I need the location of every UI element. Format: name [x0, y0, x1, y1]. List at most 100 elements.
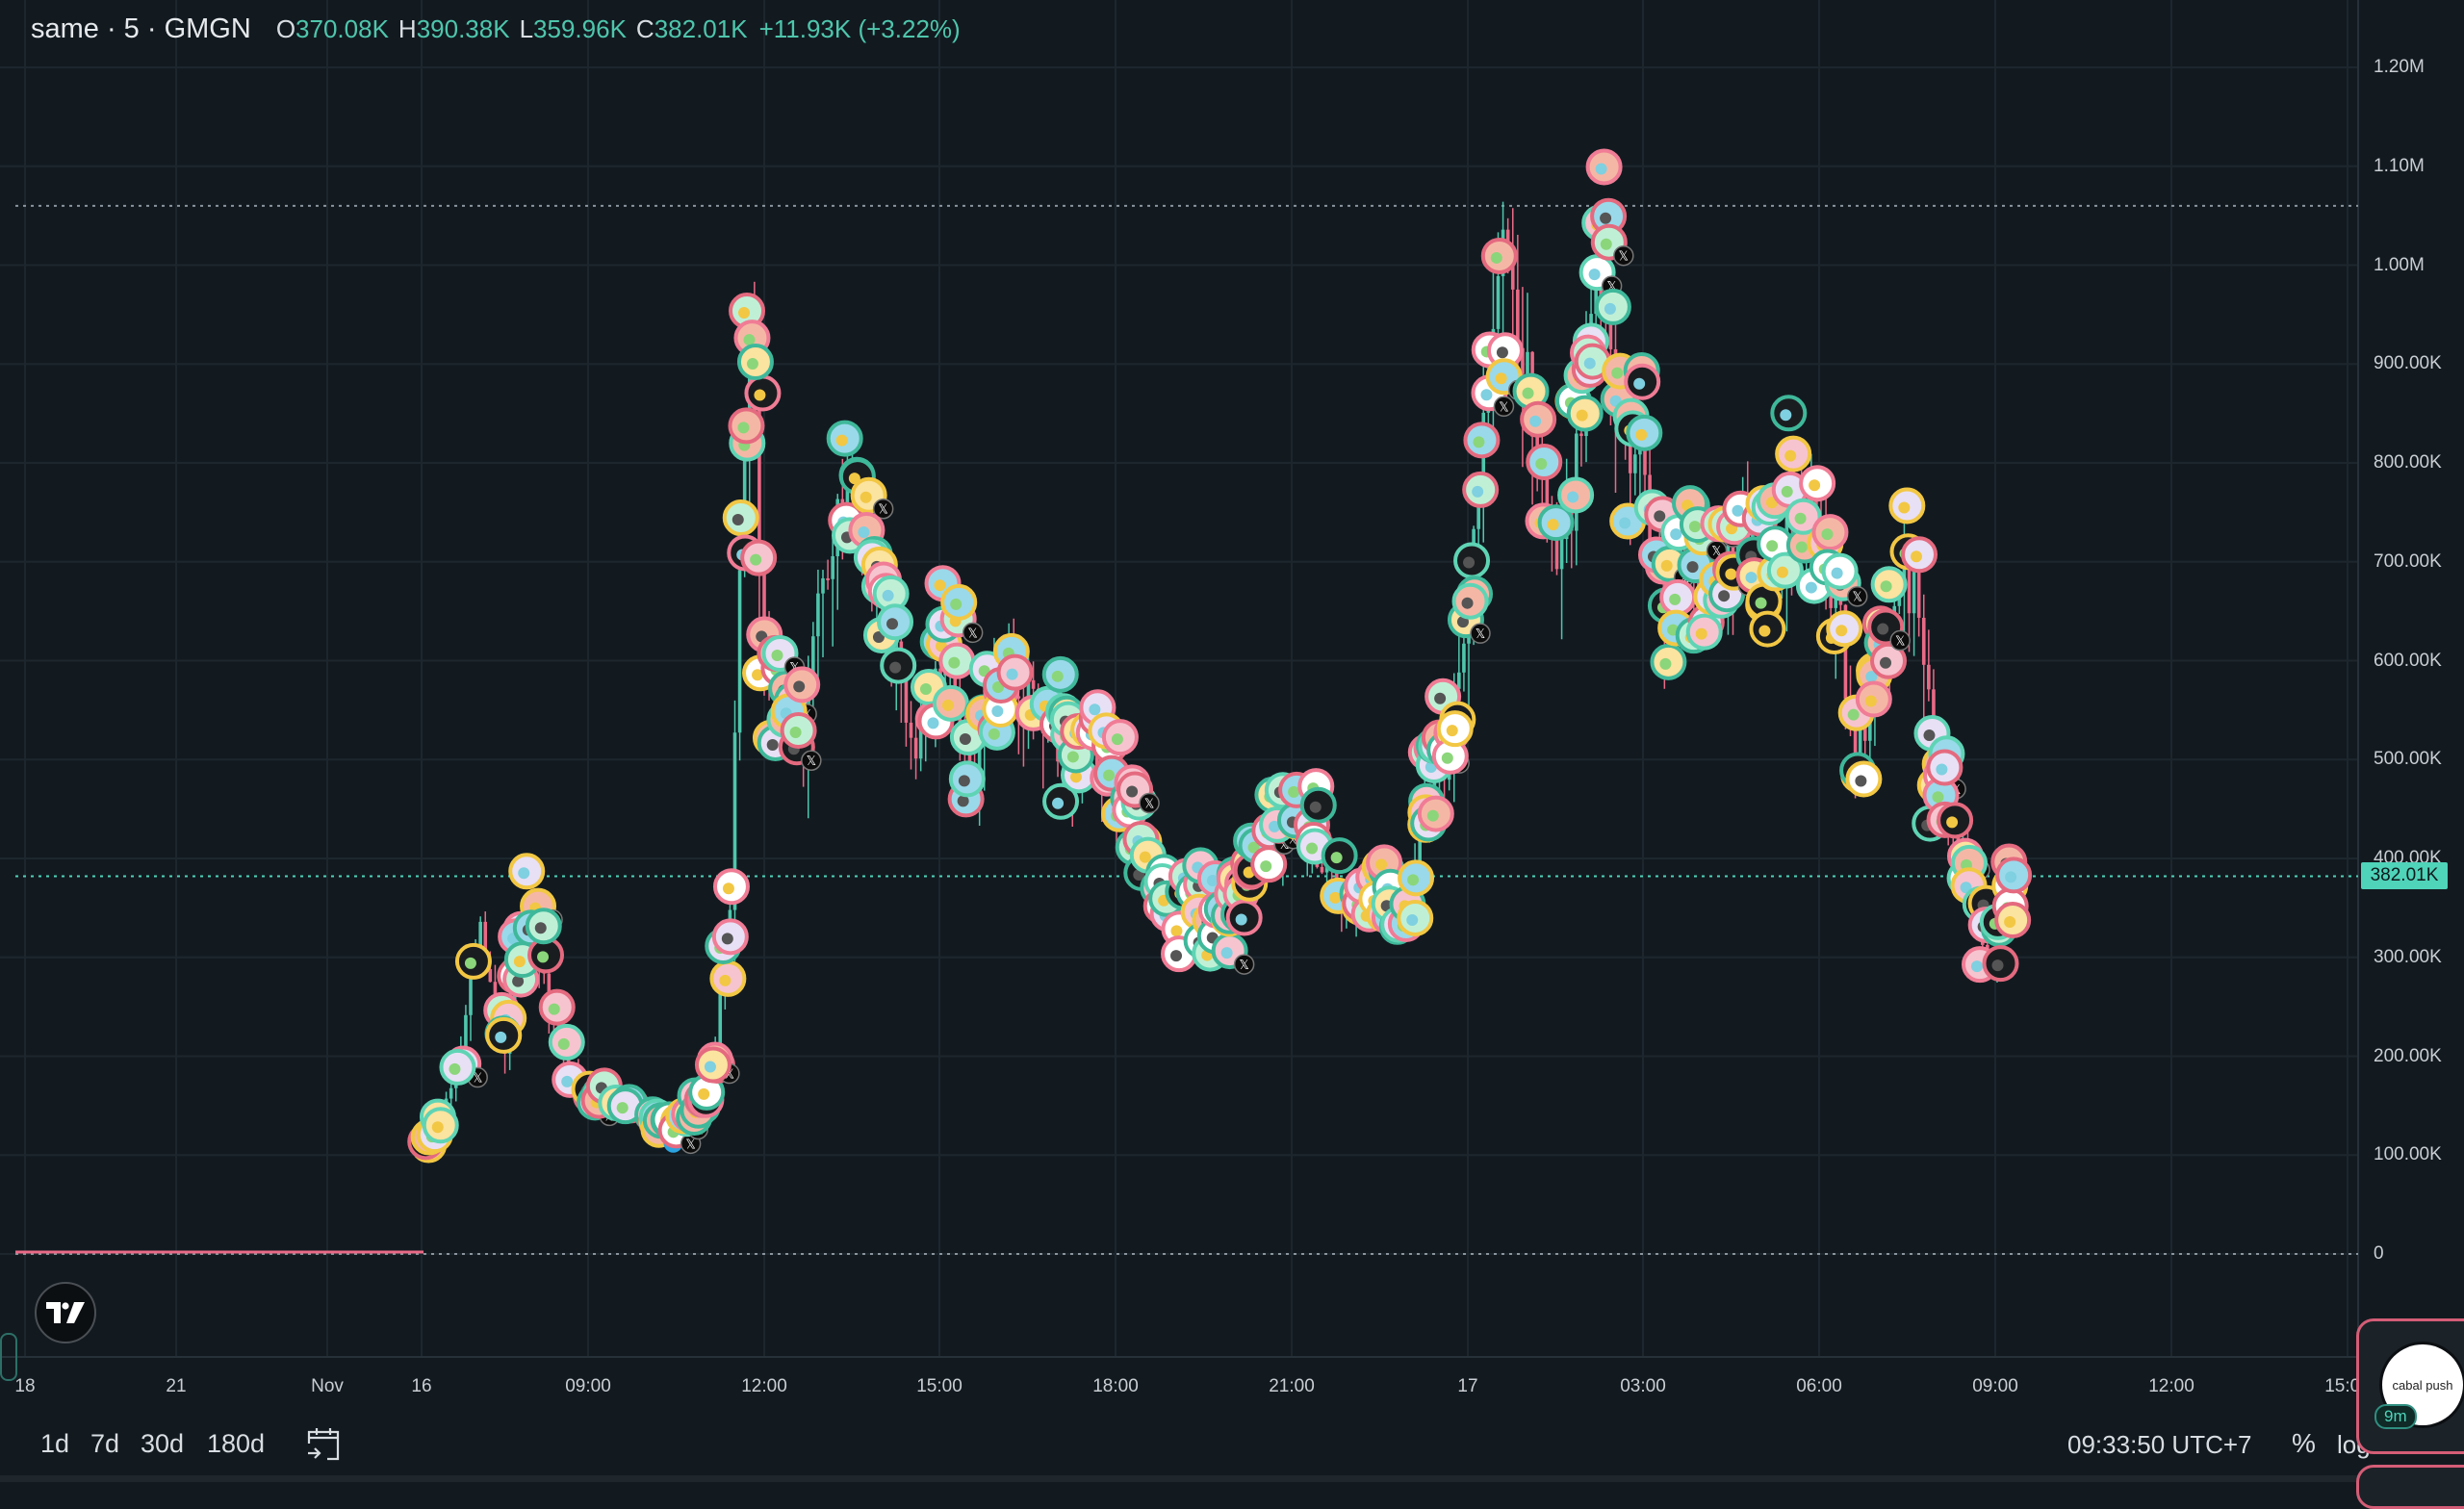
time-tick-label: 09:00 [1972, 1376, 2018, 1396]
avatar-glyph [1880, 656, 1892, 669]
range-30d-button[interactable]: 30d [141, 1429, 185, 1458]
candle-body [1628, 435, 1632, 473]
avatar-glyph [1695, 627, 1707, 640]
range-7d-button[interactable]: 7d [90, 1429, 120, 1458]
avatar-glyph [1864, 695, 1877, 707]
avatar-glyph [1496, 346, 1508, 359]
avatar-glyph [950, 598, 962, 610]
price-tick-label: 300.00K [2374, 946, 2442, 967]
avatar-glyph [1670, 528, 1682, 541]
avatar-glyph [1309, 801, 1322, 813]
trader-avatar-marker [740, 539, 778, 576]
candle-body [909, 722, 913, 738]
trader-avatar-marker: 𝕏 [1590, 223, 1634, 267]
candle-body [718, 991, 723, 1047]
trader-avatar-marker [694, 1046, 732, 1084]
avatar-glyph [464, 957, 476, 969]
avatar-glyph [1855, 775, 1867, 787]
trader-avatar-marker [1770, 395, 1808, 432]
avatar-glyph [754, 389, 766, 401]
candle-body [464, 1014, 468, 1047]
trade-markers: 𝕏𝕏𝕏𝕏𝕏𝕏𝕏𝕏𝕏𝕏𝕏𝕏𝕏𝕏𝕏𝕏𝕏𝕏𝕏𝕏𝕏𝕏𝕏𝕏𝕏𝕏𝕏𝕏𝕏𝕏𝕏𝕏𝕏𝕏𝕏𝕏𝕏𝕏 [407, 148, 2033, 1164]
avatar-glyph [789, 726, 802, 738]
avatar-glyph [1877, 623, 1889, 635]
avatar-glyph [1936, 763, 1948, 776]
time-tick-label: 18:00 [1092, 1376, 1139, 1396]
x-badge-icon [1846, 585, 1868, 607]
avatar-glyph [1235, 913, 1247, 926]
trader-avatar-marker: 𝕏 [850, 476, 894, 520]
calendar-goto-icon[interactable] [306, 1426, 341, 1461]
time-tick-label: 18 [14, 1376, 36, 1396]
avatar-glyph [2004, 916, 2016, 929]
trader-avatar-marker [712, 868, 750, 906]
trader-avatar-marker [1799, 465, 1836, 502]
trader-avatar-marker [1321, 837, 1358, 875]
avatar-glyph [1434, 692, 1447, 704]
candle-body [918, 720, 923, 759]
notification-card-next[interactable] [2356, 1465, 2464, 1509]
price-tick-label: 900.00K [2374, 353, 2442, 374]
x-badge-icon-glyph: 𝕏 [1144, 798, 1154, 812]
trader-avatar-marker [1888, 487, 1926, 524]
avatar-glyph [958, 775, 970, 787]
trader-avatar-marker [1659, 578, 1697, 616]
candle-body [483, 921, 488, 970]
candle-body [488, 969, 493, 983]
range-1d-button[interactable]: 1d [40, 1429, 70, 1458]
avatar-glyph [1911, 550, 1923, 563]
candle-body [1476, 497, 1480, 529]
trader-avatar-marker [1624, 363, 1661, 400]
avatar-glyph [698, 1087, 710, 1100]
x-badge-icon [1889, 629, 1911, 652]
avatar-glyph [1831, 567, 1843, 579]
price-chart[interactable]: 𝕏𝕏𝕏𝕏𝕏𝕏𝕏𝕏𝕏𝕏𝕏𝕏𝕏𝕏𝕏𝕏𝕏𝕏𝕏𝕏𝕏𝕏𝕏𝕏𝕏𝕏𝕏𝕏𝕏𝕏𝕏𝕏𝕏𝕏𝕏𝕏𝕏𝕏 [0, 0, 2464, 1367]
trader-avatar-marker [728, 407, 765, 445]
trader-avatar-marker [1463, 422, 1501, 459]
avatar-glyph [2005, 871, 2017, 883]
price-tick-label: 0 [2374, 1243, 2384, 1264]
avatar-glyph [1794, 512, 1807, 524]
avatar-glyph [1865, 671, 1878, 683]
trader-avatar-marker [736, 344, 774, 381]
avatar-glyph [1170, 950, 1183, 962]
candle-body [1843, 604, 1848, 700]
avatar-glyph [495, 1031, 507, 1043]
avatar-glyph [1567, 491, 1579, 503]
avatar-glyph [1732, 504, 1744, 517]
time-tick-label: 03:00 [1620, 1376, 1666, 1396]
tradingview-logo[interactable] [35, 1282, 96, 1343]
candle-body [1862, 721, 1867, 741]
avatar-glyph [1406, 913, 1419, 926]
trader-avatar-marker [711, 918, 749, 956]
candle-body [762, 571, 766, 648]
notification-age-badge: 9m [2374, 1404, 2417, 1429]
avatar-glyph [1660, 559, 1673, 572]
candle-body [1907, 541, 1912, 614]
avatar-glyph [1583, 357, 1596, 370]
candle-body [1496, 275, 1501, 329]
x-badge-icon-glyph: 𝕏 [725, 1068, 734, 1083]
x-badge-icon-glyph: 𝕏 [473, 1072, 482, 1087]
x-badge-icon [962, 622, 984, 644]
clock-timezone[interactable]: 09:33:50 UTC+7 [2067, 1430, 2252, 1459]
notification-card[interactable]: cabal push 9m [2356, 1318, 2464, 1454]
avatar-glyph [1781, 485, 1793, 498]
avatar-glyph [835, 434, 848, 447]
time-tick-label: 12:00 [741, 1376, 787, 1396]
range-180d-button[interactable]: 180d [207, 1429, 266, 1458]
trader-avatar-marker [1566, 395, 1604, 432]
avatar-glyph [1595, 163, 1607, 175]
trader-avatar-marker [783, 666, 821, 703]
x-badge-icon-glyph: 𝕏 [967, 627, 977, 641]
candle-body [478, 921, 482, 946]
x-badge-icon-glyph: 𝕏 [1895, 635, 1905, 650]
avatar-glyph [1051, 670, 1064, 682]
percent-scale-toggle[interactable]: % [2292, 1428, 2316, 1458]
trader-avatar-marker [1982, 945, 2019, 983]
candle-body [816, 593, 820, 637]
candle-body [1853, 724, 1858, 769]
avatar-glyph [882, 589, 894, 601]
scroll-handle[interactable] [0, 1333, 17, 1381]
candle-body [821, 577, 825, 594]
